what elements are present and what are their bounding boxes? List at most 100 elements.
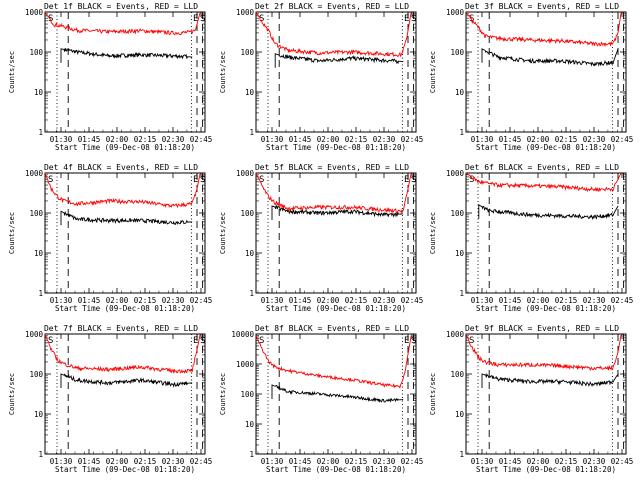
y-axis-label: Counts/sec	[429, 373, 437, 415]
events-series-line	[481, 372, 619, 388]
events-series-line	[271, 384, 404, 404]
plot-frame	[465, 172, 627, 294]
y-axis-label: Counts/sec	[8, 373, 16, 415]
plot-frame	[44, 172, 206, 294]
y-tick-label: 100	[29, 370, 43, 379]
lld-series-line	[465, 333, 622, 371]
segment-marker-label: S	[259, 14, 264, 24]
y-tick-label: 10	[245, 249, 255, 258]
y-tick-label: 10	[34, 410, 44, 419]
y-tick-label: 1	[459, 128, 464, 137]
chart-panel: Det 2f BLACK = Events, RED = LLD Counts/s…	[219, 2, 423, 152]
y-tick-label: 1000	[446, 330, 465, 339]
plot-frame	[255, 11, 417, 133]
y-tick-label: 1	[38, 450, 43, 459]
x-tick-label: 02:00	[317, 457, 340, 466]
y-tick-label: 100	[450, 370, 464, 379]
x-tick-label: 01:45	[289, 296, 312, 305]
chart-panel: Det 4f BLACK = Events, RED = LLD Counts/s…	[8, 163, 212, 313]
segment-marker-label: S	[411, 14, 416, 24]
chart-panel: Det 6f BLACK = Events, RED = LLD Counts/s…	[429, 163, 633, 313]
x-tick-label: 02:45	[611, 296, 634, 305]
segment-marker-label: E	[193, 14, 198, 24]
x-tick-label: 02:15	[555, 135, 578, 144]
x-tick-label: 01:45	[289, 457, 312, 466]
x-tick-label: 02:15	[345, 135, 368, 144]
x-tick-label: 02:45	[401, 135, 424, 144]
x-tick-label: 01:45	[78, 296, 101, 305]
y-tick-label: 100	[29, 48, 43, 57]
y-tick-label: 1	[249, 128, 254, 137]
y-tick-label: 1	[249, 450, 254, 459]
chart-title: Det 2f BLACK = Events, RED = LLD	[255, 2, 409, 11]
plot-frame	[465, 11, 627, 133]
x-tick-label: 02:45	[401, 296, 424, 305]
chart-panel: Det 7f BLACK = Events, RED = LLD Counts/s…	[8, 324, 212, 474]
y-tick-label: 1	[38, 289, 43, 298]
x-tick-label: 02:30	[373, 135, 396, 144]
chart-title: Det 6f BLACK = Events, RED = LLD	[465, 163, 619, 172]
x-tick-label: 02:30	[583, 296, 606, 305]
x-tick-label: 01:30	[261, 457, 284, 466]
x-axis-label: Start Time (09-Dec-08 01:18:20)	[55, 465, 195, 474]
y-tick-label: 100	[29, 209, 43, 218]
x-tick-label: 02:45	[190, 135, 213, 144]
y-tick-label: 10	[34, 249, 44, 258]
x-tick-label: 01:45	[499, 457, 522, 466]
chart-panel: Det 5f BLACK = Events, RED = LLD Counts/s…	[219, 163, 423, 313]
x-tick-label: 01:30	[471, 296, 494, 305]
y-axis-label: Counts/sec	[8, 212, 16, 254]
x-axis-label: Start Time (09-Dec-08 01:18:20)	[476, 465, 616, 474]
segment-marker-label: E	[404, 336, 409, 346]
x-axis-label: Start Time (09-Dec-08 01:18:20)	[476, 304, 616, 313]
segment-marker-label: S	[48, 175, 53, 185]
x-tick-label: 02:30	[583, 135, 606, 144]
chart-title: Det 5f BLACK = Events, RED = LLD	[255, 163, 409, 172]
lld-series-line	[255, 11, 412, 58]
plot-frame	[44, 11, 206, 133]
y-tick-label: 10	[34, 88, 44, 97]
plot-frame	[255, 172, 417, 294]
y-tick-label: 1000	[25, 8, 44, 17]
x-tick-label: 02:00	[106, 296, 129, 305]
segment-marker-label: S	[259, 336, 264, 346]
chart-title: Det 9f BLACK = Events, RED = LLD	[465, 324, 619, 333]
x-tick-label: 01:30	[261, 135, 284, 144]
y-axis-label: Counts/sec	[219, 212, 227, 254]
x-tick-label: 02:00	[527, 135, 550, 144]
y-tick-label: 1000	[446, 8, 465, 17]
segment-marker-label: S	[200, 175, 205, 185]
events-series-line	[60, 47, 193, 63]
y-tick-label: 10	[455, 249, 465, 258]
x-tick-label: 02:00	[317, 296, 340, 305]
segment-marker-label: S	[259, 175, 264, 185]
x-tick-label: 01:30	[261, 296, 284, 305]
x-axis-label: Start Time (09-Dec-08 01:18:20)	[266, 465, 406, 474]
x-tick-label: 01:30	[471, 135, 494, 144]
segment-marker-label: S	[200, 14, 205, 24]
y-axis-label: Counts/sec	[429, 51, 437, 93]
y-axis-label: Counts/sec	[219, 373, 227, 415]
segment-marker-label: S	[469, 336, 474, 346]
x-tick-label: 01:30	[50, 457, 73, 466]
x-tick-label: 02:30	[162, 296, 185, 305]
events-series-line	[60, 210, 193, 226]
x-tick-label: 01:45	[78, 457, 101, 466]
y-tick-label: 1	[38, 128, 43, 137]
lld-series-line	[44, 172, 201, 209]
x-tick-label: 02:30	[583, 457, 606, 466]
x-tick-label: 01:45	[78, 135, 101, 144]
x-tick-label: 02:45	[611, 135, 634, 144]
y-tick-label: 1	[459, 450, 464, 459]
x-tick-label: 01:30	[50, 135, 73, 144]
y-tick-label: 10	[245, 88, 255, 97]
x-tick-label: 02:45	[401, 457, 424, 466]
lld-series-line	[255, 172, 412, 214]
chart-panel: Det 8f BLACK = Events, RED = LLD Counts/s…	[219, 324, 423, 474]
events-series-line	[60, 373, 193, 388]
lld-series-line	[44, 11, 201, 36]
events-series-line	[271, 204, 404, 220]
chart-title: Det 7f BLACK = Events, RED = LLD	[44, 324, 198, 333]
chart-title: Det 8f BLACK = Events, RED = LLD	[255, 324, 409, 333]
